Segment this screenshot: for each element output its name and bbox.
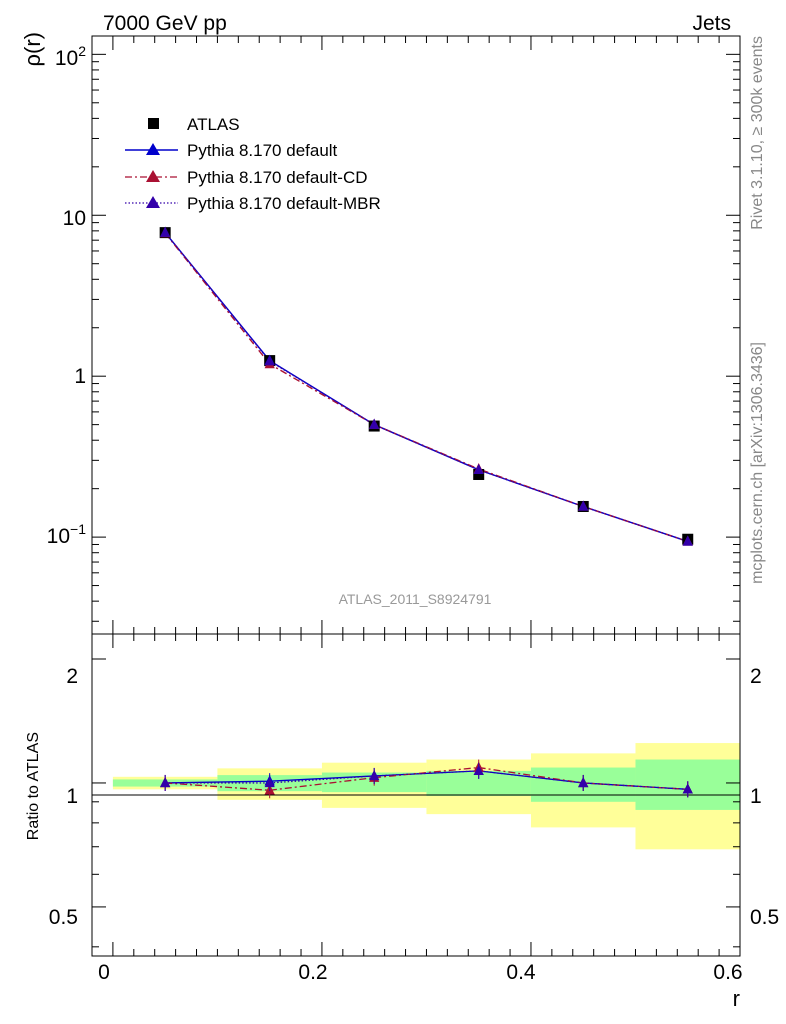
ratio-series-point-3 bbox=[160, 776, 171, 788]
legend-marker-default bbox=[146, 143, 160, 155]
ratio-ytick-label-0.5-right: 0.5 bbox=[750, 906, 779, 929]
ratio-ytick-label-0.5-left: 0.5 bbox=[49, 906, 78, 929]
main-series-point-3 bbox=[578, 500, 589, 511]
legend-entry-default-cd: Pythia 8.170 default-CD bbox=[125, 168, 368, 187]
xtick-label-0.6: 0.6 bbox=[713, 961, 742, 984]
main-ytick-label-10: 10 bbox=[63, 207, 86, 230]
legend-entry-default-mbr: Pythia 8.170 default-MBR bbox=[125, 194, 381, 213]
legend-label-default: Pythia 8.170 default bbox=[187, 141, 338, 160]
legend-label-default-cd: Pythia 8.170 default-CD bbox=[187, 168, 368, 187]
analysis-label: ATLAS_2011_S8924791 bbox=[339, 591, 492, 607]
ratio-panel: Ratio to ATLAS 2 1 0.5 2 1 0.5 0 0.2 0.4… bbox=[25, 633, 779, 1011]
main-series-point-3 bbox=[160, 226, 171, 237]
ratio-ytick-label-2-left: 2 bbox=[66, 665, 78, 688]
legend: ATLAS Pythia 8.170 default Pythia 8.170 … bbox=[125, 115, 381, 213]
ratio-bands bbox=[112, 743, 740, 850]
ratio-series-point-3 bbox=[578, 776, 589, 788]
legend-label-atlas: ATLAS bbox=[187, 115, 240, 134]
atlas-point bbox=[473, 468, 485, 480]
ratio-series-point-3 bbox=[264, 776, 275, 788]
main-ytick-label-0.1: 10−1 bbox=[47, 521, 87, 548]
ratio-ytick-label-1-left: 1 bbox=[66, 785, 78, 808]
main-ticks bbox=[92, 36, 741, 634]
ratio-ytick-label-1-right: 1 bbox=[750, 785, 762, 808]
legend-marker-atlas bbox=[148, 118, 159, 129]
main-ytick-label-100: 102 bbox=[55, 43, 86, 70]
main-ytick-label-1: 1 bbox=[74, 365, 86, 388]
main-series-point-3 bbox=[682, 535, 693, 546]
main-series-line-1 bbox=[164, 232, 688, 543]
main-series-point-3 bbox=[473, 463, 484, 474]
main-series-point-3 bbox=[264, 355, 275, 366]
legend-marker-default-cd bbox=[146, 170, 160, 182]
main-series-line-3 bbox=[164, 232, 688, 543]
ratio-series-point-3 bbox=[369, 769, 380, 781]
ratio-ylabel: Ratio to ATLAS bbox=[25, 732, 42, 840]
ratio-ytick-label-2-right: 2 bbox=[750, 665, 762, 688]
svg-text:102: 102 bbox=[55, 43, 86, 70]
rivet-label: Rivet 3.1.10, ≥ 300k events bbox=[749, 36, 766, 230]
ratio-series-point-3 bbox=[473, 764, 484, 776]
main-series bbox=[159, 226, 694, 546]
xlabel: r bbox=[733, 986, 740, 1011]
xtick-label-0: 0 bbox=[98, 961, 110, 984]
svg-text:10−1: 10−1 bbox=[47, 521, 87, 548]
xtick-label-0.2: 0.2 bbox=[298, 961, 327, 984]
legend-entry-atlas: ATLAS bbox=[148, 115, 240, 134]
main-series-line-2 bbox=[164, 232, 688, 543]
ratio-frame bbox=[91, 633, 741, 957]
main-panel: ρ(r) 102 10 1 10−1 ATLAS_2011_S8924791 A… bbox=[20, 32, 741, 635]
ratio-series-line-2 bbox=[165, 766, 688, 791]
ratio-series bbox=[160, 759, 693, 799]
legend-label-default-mbr: Pythia 8.170 default-MBR bbox=[187, 194, 381, 213]
xtick-label-0.4: 0.4 bbox=[506, 961, 536, 984]
legend-entry-default: Pythia 8.170 default bbox=[125, 141, 338, 160]
process-label: Jets bbox=[692, 12, 731, 35]
main-series-point-3 bbox=[369, 418, 380, 429]
mcplots-label: mcplots.cern.ch [arXiv:1306.3436] bbox=[749, 342, 766, 584]
main-ylabel: ρ(r) bbox=[20, 32, 45, 67]
legend-marker-default-mbr bbox=[146, 196, 160, 208]
ratio-series-point-3 bbox=[682, 783, 693, 794]
energy-label: 7000 GeV pp bbox=[103, 12, 227, 35]
